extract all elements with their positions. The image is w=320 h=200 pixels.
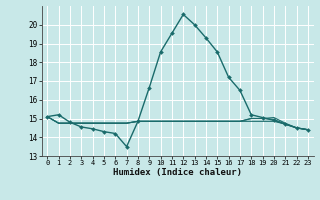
X-axis label: Humidex (Indice chaleur): Humidex (Indice chaleur) [113,168,242,177]
